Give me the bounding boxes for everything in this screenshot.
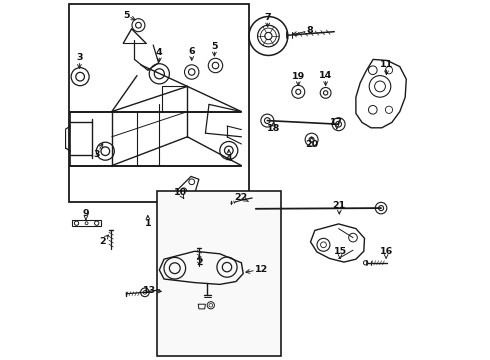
Text: 17: 17 <box>330 118 343 129</box>
Text: 6: 6 <box>189 47 195 60</box>
Text: 2: 2 <box>196 256 202 267</box>
Text: 15: 15 <box>334 247 346 258</box>
Text: 3: 3 <box>94 144 103 159</box>
Text: 5: 5 <box>123 10 135 20</box>
Text: 5: 5 <box>211 41 218 56</box>
Text: 13: 13 <box>143 287 161 295</box>
Bar <box>69 4 248 202</box>
Text: 14: 14 <box>319 71 332 85</box>
Text: 18: 18 <box>267 122 280 133</box>
Text: 19: 19 <box>292 72 305 85</box>
Text: 1: 1 <box>145 216 151 228</box>
Text: 11: 11 <box>380 59 393 75</box>
Text: 20: 20 <box>305 137 318 149</box>
Text: 22: 22 <box>234 193 248 202</box>
Bar <box>72 220 101 226</box>
Text: 21: 21 <box>333 201 346 214</box>
Text: 12: 12 <box>246 265 268 274</box>
Text: 9: 9 <box>83 209 89 220</box>
Text: 10: 10 <box>173 188 187 198</box>
Text: 3: 3 <box>76 53 83 68</box>
Text: 2: 2 <box>99 235 108 246</box>
Text: 4: 4 <box>156 48 163 62</box>
Text: 7: 7 <box>265 13 271 27</box>
Text: 8: 8 <box>293 26 313 35</box>
Text: 16: 16 <box>379 247 393 258</box>
Text: 4: 4 <box>225 150 232 163</box>
Bar <box>157 191 281 356</box>
